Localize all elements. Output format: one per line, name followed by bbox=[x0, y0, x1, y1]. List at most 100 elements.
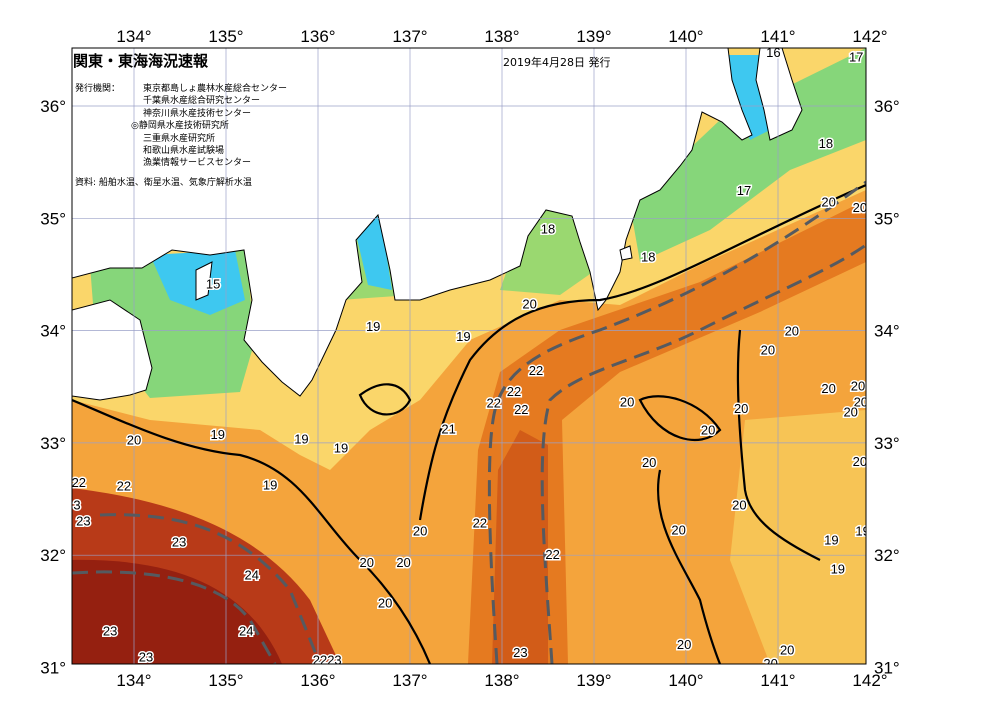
contour-label: 20 bbox=[853, 454, 867, 469]
lat-tick-label-right: 34° bbox=[874, 322, 900, 341]
contour-label: 3 bbox=[73, 498, 80, 513]
lon-tick-label-bottom: 135° bbox=[208, 671, 243, 690]
lat-tick-label-left: 34° bbox=[40, 322, 66, 341]
contour-label: 17 bbox=[737, 183, 751, 198]
contour-label: 20 bbox=[642, 455, 656, 470]
lon-tick-label-bottom: 141° bbox=[760, 671, 795, 690]
lon-tick-label-bottom: 142° bbox=[852, 671, 887, 690]
contour-label: 23 bbox=[513, 645, 527, 660]
contour-label: 23 bbox=[76, 513, 90, 528]
issuer-list: 東京都島しょ農林水産総合センター 千葉県水産総合研究センター 神奈川県水産技術センタ… bbox=[131, 83, 288, 170]
contour-label: 20 bbox=[854, 394, 868, 409]
contour-label: 20 bbox=[620, 394, 634, 409]
lon-tick-label-top: 140° bbox=[668, 27, 703, 46]
contour-label: 23 bbox=[139, 649, 153, 664]
lon-tick-label-top: 136° bbox=[300, 27, 335, 46]
lon-tick-label-bottom: 138° bbox=[484, 671, 519, 690]
contour-label: 20 bbox=[413, 523, 427, 538]
contour-20-lines bbox=[72, 183, 866, 664]
contour-label: 20 bbox=[761, 343, 775, 358]
land-honshu bbox=[72, 48, 753, 397]
lon-tick-label-top: 139° bbox=[576, 27, 611, 46]
lon-tick-label-bottom: 139° bbox=[576, 671, 611, 690]
issue-date: 2019年4月28日 発行 bbox=[503, 56, 611, 69]
contour-label: 15 bbox=[206, 276, 220, 291]
contour-label: 20 bbox=[360, 555, 374, 570]
land-shikoku bbox=[72, 299, 153, 401]
contour-label: 24 bbox=[239, 623, 253, 638]
lon-tick-label-bottom: 136° bbox=[300, 671, 335, 690]
contour-label: 19 bbox=[366, 319, 380, 334]
lat-tick-label-left: 36° bbox=[40, 97, 66, 116]
contour-label: 20 bbox=[396, 555, 410, 570]
contour-label: 20 bbox=[671, 522, 685, 537]
lon-tick-label-bottom: 137° bbox=[392, 671, 427, 690]
contour-label: 20 bbox=[378, 595, 392, 610]
contour-label: 20 bbox=[780, 643, 794, 658]
contour-label: 19 bbox=[263, 477, 277, 492]
contour-label: 22 bbox=[72, 475, 86, 490]
contour-label: 23 bbox=[103, 623, 117, 638]
contour-label: 19 bbox=[334, 440, 348, 455]
lat-tick-label-left: 35° bbox=[40, 209, 66, 228]
contour-label: 20 bbox=[851, 379, 865, 394]
contour-label: 20 bbox=[785, 324, 799, 339]
land-awaji bbox=[195, 261, 213, 301]
hot-zone bbox=[72, 559, 282, 664]
contour-label: 19 bbox=[294, 431, 308, 446]
contour-label: 22 bbox=[514, 402, 528, 417]
kuroshio-axis-lines bbox=[72, 180, 866, 664]
data-source: 資料: 船舶水温、衛星水温、気象庁解析水温 bbox=[75, 178, 252, 188]
contour-label: 20 bbox=[853, 200, 867, 215]
lon-tick-label-top: 142° bbox=[852, 27, 887, 46]
contour-label: 16 bbox=[766, 45, 780, 60]
lat-tick-label-right: 35° bbox=[874, 209, 900, 228]
issuer-item: 神奈川県水産技術センター bbox=[143, 108, 252, 119]
contour-label: 21 bbox=[441, 421, 455, 436]
contour-label: 20 bbox=[522, 297, 536, 312]
contour-label: 19 bbox=[855, 523, 869, 538]
lat-tick-label-right: 36° bbox=[874, 97, 900, 116]
lon-tick-label-bottom: 140° bbox=[668, 671, 703, 690]
axis-ticks: 134° 134° 135° 135° 136° 136° 137° 137° 138° 138°… bbox=[40, 27, 899, 690]
lat-tick-label-left: 32° bbox=[40, 546, 66, 565]
contour-label: 20 bbox=[843, 404, 857, 419]
lat-tick-label-left: 33° bbox=[40, 434, 66, 453]
lon-tick-label-top: 141° bbox=[760, 27, 795, 46]
lon-tick-label-bottom: 134° bbox=[116, 671, 151, 690]
contour-label: 22 bbox=[473, 516, 487, 531]
contour-label: 22 bbox=[545, 547, 559, 562]
contour-label: 18 bbox=[541, 221, 555, 236]
contour-label: 19 bbox=[824, 532, 838, 547]
issuer-item: ◎静岡県水産技術研究所 bbox=[131, 121, 229, 132]
contour-label: 20 bbox=[677, 637, 691, 652]
contour-label: 20 bbox=[734, 401, 748, 416]
contour-label: 20 bbox=[821, 381, 835, 396]
contour-label: 19 bbox=[210, 427, 224, 442]
map-title: 関東・東海海況速報 bbox=[73, 52, 209, 70]
lat-tick-label-right: 33° bbox=[874, 434, 900, 453]
lat-tick-label-left: 31° bbox=[40, 659, 66, 678]
lon-tick-label-top: 138° bbox=[484, 27, 519, 46]
lon-tick-label-top: 137° bbox=[392, 27, 427, 46]
issuer-item: 東京都島しょ農林水産総合センター bbox=[143, 84, 288, 94]
contour-label: 20 bbox=[732, 498, 746, 513]
issuer-item: 和歌山県水産試験場 bbox=[143, 146, 225, 157]
contour-label: 22 bbox=[529, 363, 543, 378]
contour-label: 24 bbox=[245, 567, 259, 582]
contour-label: 22 bbox=[507, 384, 521, 399]
kuroshio-core bbox=[492, 430, 548, 664]
issuer-label: 発行機関： bbox=[75, 84, 121, 94]
issuer-item: 漁業情報サービスセンター bbox=[143, 158, 252, 169]
contour-label: 22 bbox=[117, 479, 131, 494]
issuer-item: 千葉県水産総合研究センター bbox=[143, 96, 261, 107]
contour-label: 2223 bbox=[313, 653, 342, 668]
land-izu-oshima bbox=[619, 245, 633, 261]
contour-label: 20 bbox=[821, 194, 835, 209]
contour-label: 20 bbox=[127, 433, 141, 448]
contour-label: 19 bbox=[831, 562, 845, 577]
lon-tick-label-top: 135° bbox=[208, 27, 243, 46]
